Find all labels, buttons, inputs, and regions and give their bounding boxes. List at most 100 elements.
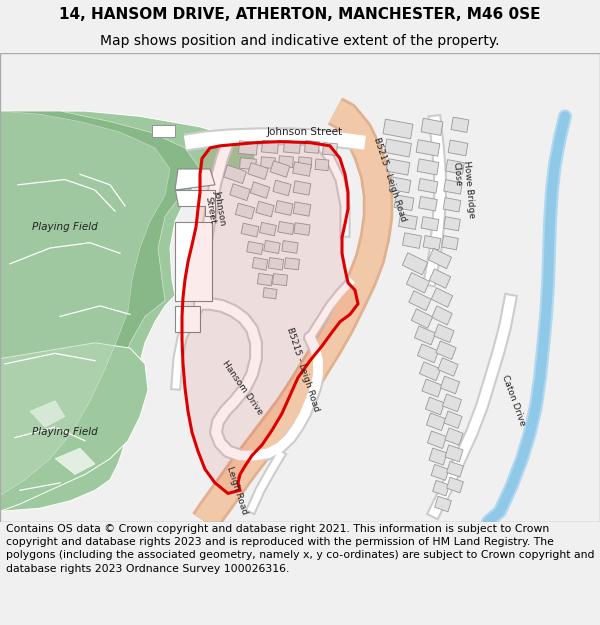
Polygon shape <box>434 324 454 342</box>
Polygon shape <box>385 139 412 157</box>
Polygon shape <box>383 119 413 139</box>
Polygon shape <box>419 362 440 381</box>
Polygon shape <box>272 274 287 286</box>
Polygon shape <box>175 190 215 216</box>
Polygon shape <box>315 159 329 171</box>
Polygon shape <box>0 111 170 496</box>
Polygon shape <box>418 179 438 193</box>
Polygon shape <box>432 306 452 325</box>
Polygon shape <box>55 448 95 474</box>
Polygon shape <box>440 376 460 394</box>
Polygon shape <box>273 180 291 196</box>
Text: 14, HANSOM DRIVE, ATHERTON, MANCHESTER, M46 0SE: 14, HANSOM DRIVE, ATHERTON, MANCHESTER, … <box>59 8 541 22</box>
Polygon shape <box>443 179 463 194</box>
Polygon shape <box>323 142 337 156</box>
Polygon shape <box>416 140 440 156</box>
Polygon shape <box>448 140 468 156</box>
Polygon shape <box>402 253 428 275</box>
Polygon shape <box>224 165 247 184</box>
Polygon shape <box>418 344 439 362</box>
Polygon shape <box>394 195 414 211</box>
Polygon shape <box>239 158 256 170</box>
Polygon shape <box>294 222 310 236</box>
Polygon shape <box>398 214 418 229</box>
Polygon shape <box>419 196 437 211</box>
Polygon shape <box>239 141 257 155</box>
Polygon shape <box>293 181 311 195</box>
Polygon shape <box>284 141 301 153</box>
Polygon shape <box>252 258 268 270</box>
Polygon shape <box>428 248 452 269</box>
Polygon shape <box>262 141 278 153</box>
Polygon shape <box>298 157 312 169</box>
Polygon shape <box>275 201 293 216</box>
Polygon shape <box>263 288 277 299</box>
Polygon shape <box>152 125 175 138</box>
Polygon shape <box>257 273 272 286</box>
Polygon shape <box>175 169 215 190</box>
Polygon shape <box>451 117 469 132</box>
Polygon shape <box>305 141 319 153</box>
Polygon shape <box>175 222 212 301</box>
Polygon shape <box>260 157 275 169</box>
Polygon shape <box>248 162 268 179</box>
Polygon shape <box>284 258 299 270</box>
Polygon shape <box>386 159 410 175</box>
Polygon shape <box>438 358 458 376</box>
Polygon shape <box>427 431 446 449</box>
Text: Johnson Street: Johnson Street <box>267 127 343 137</box>
Polygon shape <box>270 161 290 177</box>
Polygon shape <box>175 306 200 332</box>
Polygon shape <box>293 162 311 176</box>
Polygon shape <box>247 241 263 254</box>
Polygon shape <box>264 241 280 254</box>
Text: Contains OS data © Crown copyright and database right 2021. This information is : Contains OS data © Crown copyright and d… <box>6 524 595 574</box>
Polygon shape <box>423 236 441 250</box>
Polygon shape <box>421 217 439 231</box>
Polygon shape <box>417 159 439 175</box>
Polygon shape <box>278 221 294 234</box>
Polygon shape <box>446 159 464 174</box>
Polygon shape <box>250 182 270 198</box>
Polygon shape <box>431 464 449 481</box>
Polygon shape <box>260 222 277 236</box>
Polygon shape <box>230 184 250 201</box>
Polygon shape <box>182 142 358 493</box>
Text: B5215 - Leigh Road: B5215 - Leigh Road <box>285 326 321 412</box>
Polygon shape <box>406 272 430 293</box>
Text: B5215 - Leigh Road: B5215 - Leigh Road <box>372 136 408 223</box>
Polygon shape <box>421 118 443 136</box>
Polygon shape <box>389 177 411 193</box>
Polygon shape <box>30 401 65 427</box>
Text: Leigh Road: Leigh Road <box>225 465 249 516</box>
Text: Map shows position and indicative extent of the property.: Map shows position and indicative extent… <box>100 34 500 48</box>
Polygon shape <box>433 481 449 496</box>
Polygon shape <box>446 461 463 477</box>
Polygon shape <box>434 496 451 512</box>
Polygon shape <box>431 288 452 308</box>
Polygon shape <box>445 428 463 445</box>
Polygon shape <box>0 111 200 501</box>
Polygon shape <box>446 478 463 492</box>
Polygon shape <box>282 241 298 253</box>
Polygon shape <box>241 223 259 237</box>
Text: Playing Field: Playing Field <box>32 428 98 438</box>
Polygon shape <box>409 291 431 311</box>
Polygon shape <box>256 201 274 217</box>
Polygon shape <box>268 258 284 270</box>
Polygon shape <box>430 269 451 288</box>
Polygon shape <box>429 448 447 465</box>
Polygon shape <box>425 397 445 415</box>
Polygon shape <box>403 233 421 248</box>
Polygon shape <box>443 217 460 231</box>
Polygon shape <box>445 445 463 462</box>
Polygon shape <box>444 411 462 428</box>
Polygon shape <box>422 379 442 397</box>
Polygon shape <box>442 394 461 412</box>
Text: Howe Bridge
Close: Howe Bridge Close <box>452 161 476 219</box>
Text: Johnson
Street: Johnson Street <box>202 190 227 228</box>
Polygon shape <box>0 111 255 511</box>
Polygon shape <box>293 202 311 216</box>
Polygon shape <box>436 341 456 359</box>
Polygon shape <box>235 203 254 219</box>
